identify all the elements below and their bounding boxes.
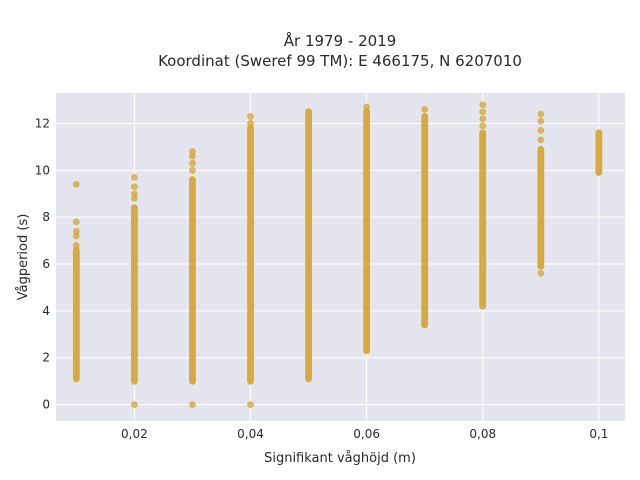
data-point	[72, 180, 80, 188]
data-point	[537, 110, 545, 118]
data-point	[479, 108, 487, 116]
chart-subtitle: Koordinat (Sweref 99 TM): E 466175, N 62…	[158, 52, 522, 70]
data-point-column	[421, 113, 429, 329]
data-point	[537, 127, 545, 134]
data-point	[72, 232, 80, 240]
data-point-column	[305, 108, 312, 383]
y-tick-label: 10	[35, 163, 50, 177]
data-point	[537, 270, 545, 277]
data-point	[72, 218, 80, 226]
data-point	[537, 117, 545, 125]
data-point	[189, 166, 196, 174]
data-point	[130, 183, 138, 191]
data-point	[363, 103, 371, 111]
data-point-column	[247, 124, 254, 385]
data-point	[189, 148, 196, 155]
x-tick-label: 0,06	[353, 427, 380, 441]
y-tick-label: 0	[42, 398, 50, 412]
x-tick-label: 0,08	[469, 427, 496, 441]
chart-title: År 1979 - 2019	[284, 31, 397, 50]
data-point	[130, 190, 138, 198]
data-point	[479, 101, 487, 109]
data-point	[130, 401, 138, 408]
data-point	[479, 115, 487, 123]
x-axis-title: Signifikant våghöjd (m)	[264, 451, 416, 466]
data-point-column	[595, 129, 603, 177]
data-point-column	[72, 246, 80, 383]
x-tick-label: 0,1	[589, 427, 608, 441]
data-point	[421, 106, 429, 113]
data-point	[130, 195, 138, 202]
data-point	[247, 113, 254, 120]
data-point	[189, 401, 196, 408]
data-point	[72, 241, 80, 249]
x-tick-label: 0,04	[237, 427, 264, 441]
plot-area	[56, 93, 625, 421]
data-points	[72, 101, 603, 408]
y-axis-ticks: 0 2 4 6 8 10 12	[35, 116, 50, 411]
data-point	[247, 401, 254, 408]
data-point	[479, 122, 487, 130]
data-point	[130, 173, 138, 181]
data-point	[537, 136, 545, 144]
data-point-column	[363, 108, 371, 355]
y-tick-label: 4	[42, 304, 50, 318]
data-point-column	[537, 145, 545, 270]
data-point	[189, 159, 196, 167]
data-point-column	[479, 129, 487, 310]
x-axis-ticks: 0,02 0,04 0,06 0,08 0,1	[121, 427, 608, 441]
y-tick-label: 6	[42, 257, 50, 271]
data-point	[247, 120, 254, 127]
y-tick-label: 8	[42, 210, 50, 224]
data-point-column	[130, 204, 138, 385]
y-tick-label: 12	[35, 116, 50, 130]
data-point	[72, 227, 80, 235]
x-tick-label: 0,02	[121, 427, 148, 441]
data-point	[189, 152, 196, 160]
y-tick-label: 2	[42, 351, 50, 365]
data-point-column	[189, 176, 196, 385]
y-axis-title: Vågperiod (s)	[16, 214, 31, 301]
